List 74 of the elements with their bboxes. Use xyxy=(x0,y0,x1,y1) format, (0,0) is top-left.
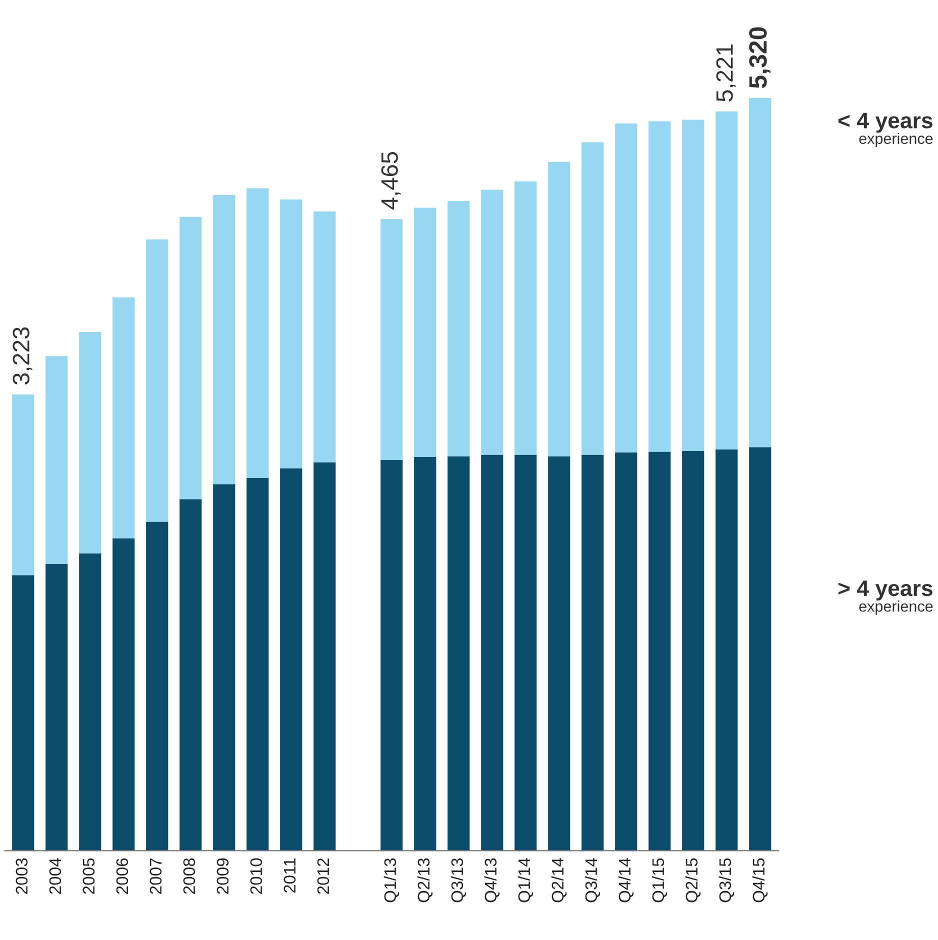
bar xyxy=(46,356,68,564)
bar xyxy=(548,456,570,851)
x-tick-label: Q1/14 xyxy=(518,858,534,902)
text: experience xyxy=(859,600,933,615)
annotation: 4,465 xyxy=(381,152,401,210)
bar xyxy=(314,212,336,462)
x-tick-label: Q3/15 xyxy=(718,858,734,902)
bar xyxy=(12,575,34,851)
bar xyxy=(414,208,436,457)
bar xyxy=(146,239,168,522)
bar xyxy=(615,452,638,851)
bar xyxy=(213,194,236,484)
x-tick-label: 2007 xyxy=(150,858,162,894)
bar xyxy=(749,447,772,851)
bar xyxy=(514,181,537,455)
annotation: 3,223 xyxy=(12,327,32,385)
x-tick-label: 2009 xyxy=(216,858,229,894)
x-tick-label: 2004 xyxy=(49,858,62,894)
bar xyxy=(414,456,436,851)
bar xyxy=(246,188,269,478)
x-tick-label: Q4/15 xyxy=(752,858,768,902)
bar xyxy=(246,478,269,851)
x-tick-label: Q3/13 xyxy=(450,858,466,902)
bar xyxy=(648,121,671,452)
bar xyxy=(213,484,236,851)
bar xyxy=(682,120,704,451)
x-tick-label: 2008 xyxy=(183,858,196,894)
bar xyxy=(716,449,738,851)
annotation: 5,320 xyxy=(749,27,770,88)
bar xyxy=(314,462,336,851)
text: experience xyxy=(859,132,933,148)
x-tick-label: Q2/15 xyxy=(685,858,701,902)
annotation: 5,221 xyxy=(716,44,736,102)
bar xyxy=(514,454,537,851)
bar xyxy=(180,216,202,500)
x-tick-label: 2006 xyxy=(116,858,128,894)
bar xyxy=(146,522,168,851)
x-tick-label: Q4/14 xyxy=(618,858,634,902)
x-tick-label: Q2/13 xyxy=(417,858,433,902)
bar xyxy=(481,190,504,455)
x-tick-label: 2012 xyxy=(317,858,330,894)
bar xyxy=(682,450,704,851)
bar xyxy=(112,538,135,851)
text: < 4 years xyxy=(838,112,932,133)
bar xyxy=(481,454,504,851)
bar xyxy=(280,468,302,851)
bar xyxy=(648,452,671,851)
bar xyxy=(582,142,604,455)
bar xyxy=(448,201,470,456)
bar xyxy=(548,162,570,456)
bar xyxy=(749,98,772,448)
x-tick-label: Q2/14 xyxy=(551,858,567,902)
bar xyxy=(180,499,202,851)
x-tick-label: 2011 xyxy=(284,858,296,893)
bar xyxy=(46,564,68,851)
bar xyxy=(112,297,135,538)
x-tick-label: Q1/15 xyxy=(652,858,668,902)
bar xyxy=(12,394,34,576)
x-tick-label: 2010 xyxy=(250,858,262,894)
bar xyxy=(716,111,738,450)
bar xyxy=(448,456,470,851)
bar xyxy=(380,460,403,851)
bar xyxy=(615,123,638,452)
bar xyxy=(582,454,604,851)
bar xyxy=(79,332,102,554)
x-tick-label: Q1/13 xyxy=(384,858,400,902)
x-tick-label: 2005 xyxy=(82,858,95,894)
x-tick-label: Q4/13 xyxy=(484,858,500,902)
x-tick-label: Q3/14 xyxy=(584,858,600,902)
x-tick-label: 2003 xyxy=(16,858,28,894)
text: > 4 years xyxy=(838,580,932,601)
bar xyxy=(380,219,403,460)
bar xyxy=(79,553,102,851)
bar xyxy=(280,200,302,468)
